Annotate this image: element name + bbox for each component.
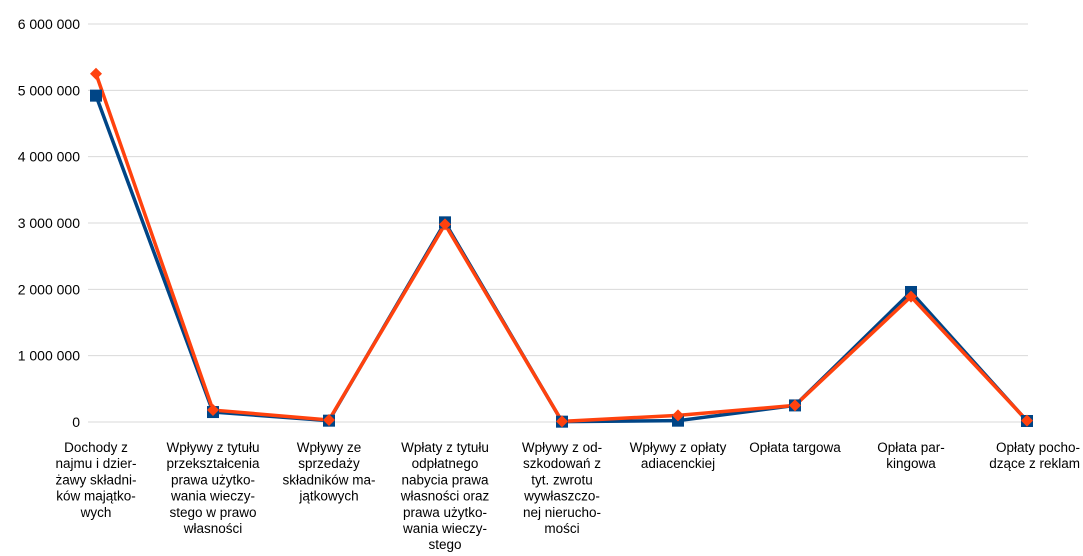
data-point-diamond <box>323 414 335 427</box>
y-tick-label: 4 000 000 <box>18 149 80 165</box>
x-category-label: Opłata targowa <box>749 440 841 455</box>
data-point-diamond <box>672 409 684 422</box>
x-category-label: Wpływy z od-szkodowań z tyt. zwrotu wywłas… <box>522 440 602 536</box>
data-point-diamond <box>556 415 568 428</box>
x-category-label: Opłata par-kingowa <box>877 440 945 471</box>
x-category-label: Wpływy z opłaty adiacenckiej <box>630 440 727 471</box>
x-category-label: Opłaty pocho-dzące z reklam <box>989 440 1080 471</box>
y-axis-tick-labels: 0 1 000 000 2 000 000 3 000 000 4 000 000 5 0… <box>18 16 81 430</box>
series-line-2 <box>94 73 1029 424</box>
x-category-label: Wpłaty z tytułu odpłatnego nabycia prawa wł… <box>400 440 490 552</box>
x-category-label: Wpływy z tytułu przekształcenia prawa użyt… <box>166 440 260 536</box>
x-category-label: Wpływy ze sprzedaży składników ma-jątkowyc… <box>282 440 375 504</box>
x-category-label: Dochody z najmu i dzier-żawy składni-ków … <box>55 440 136 520</box>
y-tick-label: 0 <box>72 414 80 430</box>
gridlines <box>88 23 1028 423</box>
data-point-diamond <box>439 218 451 231</box>
x-axis-category-labels: Dochody z najmu i dzier-żawy składni-ków … <box>55 440 1080 552</box>
y-tick-label: 5 000 000 <box>18 82 80 98</box>
series-line-1 <box>94 95 1029 424</box>
series-markers <box>90 67 1033 428</box>
y-tick-label: 1 000 000 <box>18 348 80 364</box>
data-point-square <box>90 89 102 102</box>
y-tick-label: 2 000 000 <box>18 281 80 297</box>
data-point-diamond <box>905 290 917 303</box>
y-tick-label: 6 000 000 <box>18 16 80 32</box>
data-point-diamond <box>90 67 102 80</box>
y-tick-label: 3 000 000 <box>18 215 80 231</box>
data-point-diamond <box>1021 414 1033 427</box>
data-point-diamond <box>789 399 801 412</box>
data-point-diamond <box>207 404 219 417</box>
series-lines <box>94 73 1029 424</box>
